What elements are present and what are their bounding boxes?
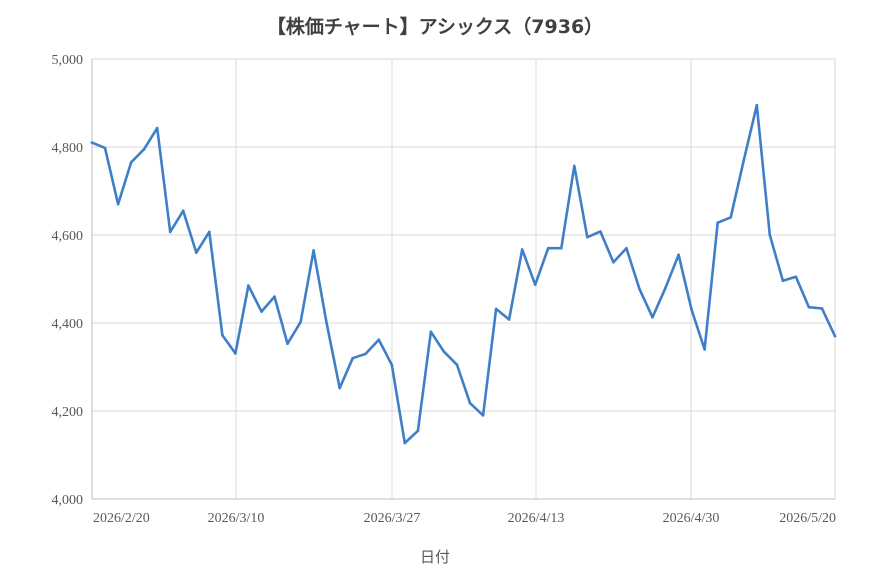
data-point <box>664 286 667 290</box>
x-tick-label: 2026/3/10 <box>208 511 265 526</box>
data-point <box>573 164 576 168</box>
data-point <box>208 230 211 234</box>
data-point <box>494 307 498 311</box>
data-point <box>546 246 550 250</box>
x-tick-labels: 2026/2/20 2026/3/10 2026/3/27 2026/4/13 2026… <box>93 511 836 526</box>
gridlines <box>92 58 836 500</box>
data-point <box>351 356 355 360</box>
data-point <box>729 216 732 219</box>
data-point <box>599 230 602 233</box>
data-point <box>507 318 511 321</box>
data-point <box>481 414 485 417</box>
data-point <box>416 429 420 433</box>
data-point <box>286 342 289 346</box>
data-point <box>390 363 394 367</box>
price-series-line <box>90 103 837 445</box>
data-point <box>181 209 185 213</box>
data-point <box>260 310 263 313</box>
x-tick-label: 2026/4/13 <box>508 511 565 526</box>
y-tick-label: 5,000 <box>52 53 84 68</box>
data-point <box>468 401 472 405</box>
data-point <box>677 253 680 257</box>
data-point <box>716 221 719 224</box>
x-tick-label: 2026/4/30 <box>663 511 720 526</box>
data-point <box>638 287 641 291</box>
data-point <box>195 251 198 254</box>
data-point <box>781 279 785 283</box>
data-point <box>560 246 563 250</box>
data-point <box>533 283 537 287</box>
data-point <box>586 235 589 239</box>
data-point <box>325 321 328 325</box>
data-point <box>338 386 342 390</box>
data-point <box>168 230 172 234</box>
chart-title: 【株価チャート】アシックス（7936） <box>267 15 603 38</box>
y-tick-label: 4,000 <box>52 493 84 508</box>
data-point <box>90 141 94 144</box>
data-point <box>833 334 837 338</box>
data-point <box>234 352 237 355</box>
data-point <box>364 352 368 356</box>
data-point <box>625 246 628 250</box>
y-tick-labels: 4,000 4,200 4,400 4,600 4,800 5,000 <box>52 53 84 508</box>
y-tick-label: 4,800 <box>52 141 84 156</box>
data-point <box>155 126 159 130</box>
y-tick-label: 4,400 <box>52 317 84 332</box>
data-point <box>142 147 146 151</box>
data-point <box>455 363 459 367</box>
x-tick-label: 2026/5/20 <box>779 511 836 526</box>
data-point <box>807 305 811 309</box>
x-axis-label: 日付 <box>420 548 450 566</box>
axes <box>91 59 835 500</box>
data-point <box>312 249 315 252</box>
data-point <box>742 158 746 162</box>
data-point <box>103 146 107 150</box>
data-point <box>442 350 446 353</box>
data-point <box>377 338 381 342</box>
data-point <box>129 161 133 164</box>
data-point <box>247 284 250 287</box>
data-point <box>794 275 798 279</box>
data-point <box>690 308 693 312</box>
data-point <box>703 348 706 351</box>
data-point <box>403 441 407 445</box>
x-tick-label: 2026/3/27 <box>364 511 421 526</box>
x-tick-label: 2026/2/20 <box>93 511 150 526</box>
series-layer <box>90 103 837 445</box>
data-point <box>651 316 654 319</box>
data-point <box>429 330 433 334</box>
data-point <box>820 307 824 310</box>
y-tick-label: 4,200 <box>52 405 84 420</box>
data-point <box>768 233 772 237</box>
data-point <box>273 295 276 298</box>
data-point <box>755 103 759 107</box>
data-point <box>116 202 120 206</box>
data-point <box>612 261 615 264</box>
y-tick-label: 4,600 <box>52 229 84 244</box>
data-point <box>221 334 224 337</box>
data-point <box>299 320 302 324</box>
data-point <box>520 248 524 251</box>
